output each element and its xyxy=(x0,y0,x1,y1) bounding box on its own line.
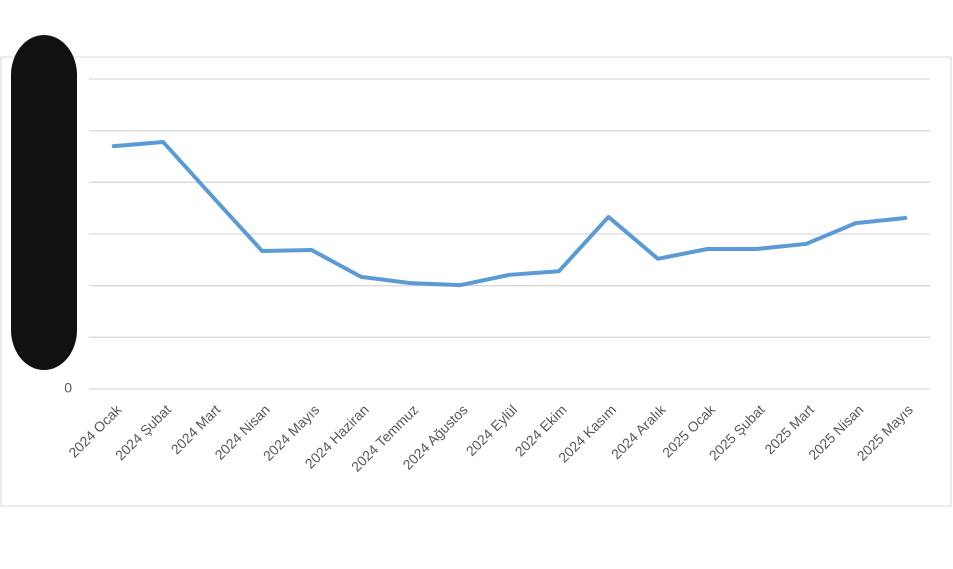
y-tick-label: 0 xyxy=(64,380,72,396)
redaction xyxy=(11,35,77,370)
line-series xyxy=(111,140,908,288)
